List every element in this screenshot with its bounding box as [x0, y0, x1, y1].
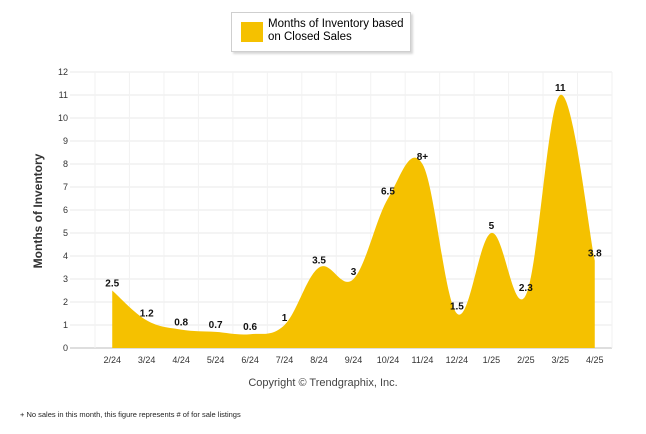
- copyright-text: Copyright © Trendgraphix, Inc.: [248, 377, 398, 389]
- data-labels: 2.5 1.2 0.8 0.7 0.6 1 3.5 3 6.5 8+ 1.5 5 2.3 11 3.8: [105, 83, 602, 333]
- data-label: 0.6: [243, 322, 257, 333]
- x-tick-label: 3/25: [552, 355, 570, 365]
- x-tick-label: 11/24: [412, 355, 434, 365]
- data-label: 11: [555, 83, 566, 94]
- series-area: [112, 94, 595, 348]
- legend-label: Months of Inventory based on Closed Sale…: [268, 18, 404, 43]
- data-label: 0.8: [174, 318, 188, 329]
- x-tick-label: 2/24: [103, 355, 121, 365]
- y-tick-label: 4: [63, 251, 68, 261]
- y-axis-label: Months of Inventory: [31, 153, 45, 268]
- y-tick-label: 11: [59, 90, 68, 100]
- data-label: 1.2: [140, 308, 154, 319]
- x-tick-label: 10/24: [377, 355, 400, 365]
- y-tick-label: 7: [63, 182, 68, 192]
- data-label: 3.8: [588, 249, 602, 260]
- x-tick-label: 3/24: [138, 355, 156, 365]
- data-label: 3: [351, 267, 357, 278]
- legend-swatch: [241, 22, 263, 42]
- y-tick-label: 9: [63, 136, 68, 146]
- data-label: 2.3: [519, 283, 533, 294]
- y-tick-label: 0: [63, 343, 68, 353]
- y-tick-label: 12: [58, 67, 68, 77]
- y-tick-label: 2: [63, 297, 68, 307]
- data-label: 8+: [417, 152, 429, 163]
- y-tick-label: 5: [63, 228, 68, 238]
- data-label: 0.7: [209, 320, 223, 331]
- footnote: + No sales in this month, this figure re…: [20, 410, 241, 419]
- y-tick-label: 10: [58, 113, 68, 123]
- data-label: 1: [282, 313, 288, 324]
- data-label: 3.5: [312, 256, 326, 267]
- y-tick-label: 1: [63, 320, 68, 330]
- y-tick-label: 3: [63, 274, 68, 284]
- legend: Months of Inventory based on Closed Sale…: [231, 12, 411, 52]
- data-label: 5: [489, 221, 495, 232]
- x-tick-label: 5/24: [207, 355, 225, 365]
- y-tick-label: 8: [63, 159, 68, 169]
- data-label: 6.5: [381, 187, 395, 198]
- x-tick-label: 1/25: [483, 355, 501, 365]
- x-tick-label: 7/24: [276, 355, 294, 365]
- x-tick-label: 2/25: [517, 355, 535, 365]
- x-tick-label: 4/24: [172, 355, 190, 365]
- x-tick-label: 9/24: [345, 355, 363, 365]
- y-tick-label: 6: [63, 205, 68, 215]
- x-tick-label: 12/24: [446, 355, 469, 365]
- x-axis-ticks: 2/24 3/24 4/24 5/24 6/24 7/24 8/24 9/24 10/24 11/…: [103, 355, 603, 365]
- data-label: 1.5: [450, 302, 464, 313]
- data-label: 2.5: [105, 279, 119, 290]
- x-tick-label: 8/24: [310, 355, 328, 365]
- x-tick-label: 4/25: [586, 355, 604, 365]
- x-tick-label: 6/24: [241, 355, 259, 365]
